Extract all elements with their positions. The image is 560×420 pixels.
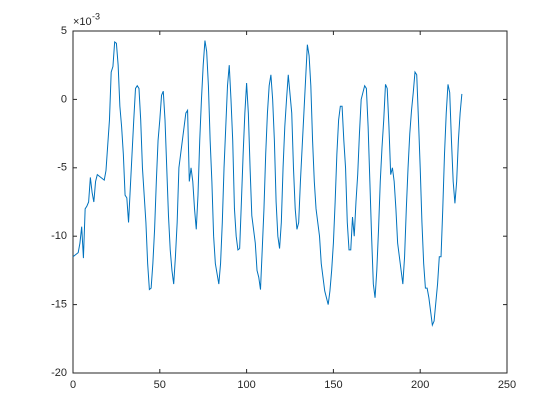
x-tick-label: 250 [498,379,516,391]
y-tick-label: -5 [57,162,67,174]
x-tick-label: 100 [237,379,255,391]
y-tick-label: -15 [51,299,67,311]
y-tick-label: -10 [51,230,67,242]
exponent-base: ×10 [73,16,92,28]
y-tick-label: 5 [61,25,67,37]
axes-box [72,30,508,374]
x-tick-label: 0 [70,379,76,391]
x-tick-label: 150 [324,379,342,391]
y-tick-label: -20 [51,367,67,379]
exponent: -3 [92,11,100,21]
data-line [72,40,463,328]
x-tick-label: 200 [411,379,429,391]
y-tick-label: 0 [61,93,67,105]
x-tick-label: 50 [154,379,166,391]
